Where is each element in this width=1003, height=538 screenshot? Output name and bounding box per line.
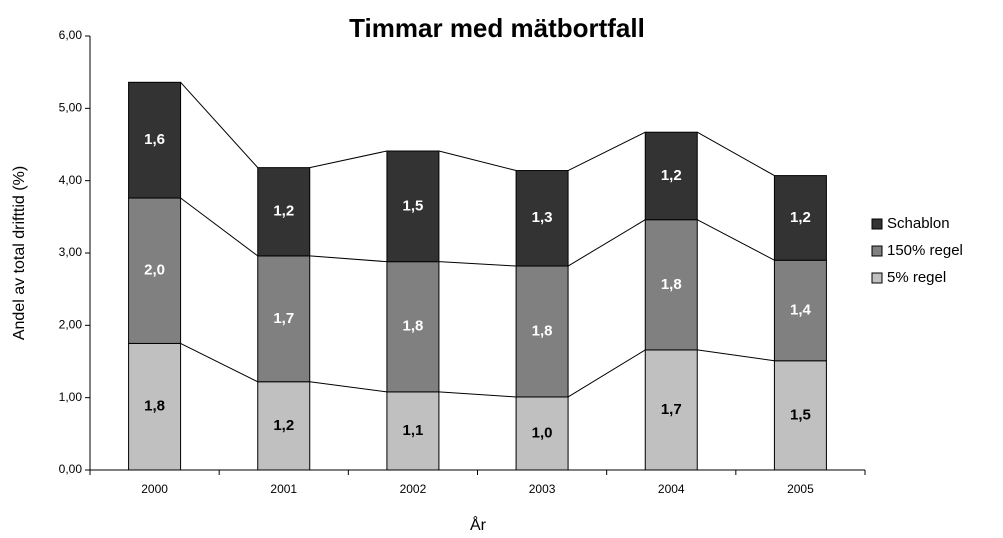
series-line bbox=[309, 150, 388, 169]
data-label: 1,8 bbox=[144, 398, 165, 415]
bar-segment bbox=[644, 219, 698, 351]
bar-segment bbox=[257, 381, 311, 471]
bar-segment bbox=[773, 259, 827, 362]
bar-segment bbox=[128, 81, 182, 199]
data-label: 1,8 bbox=[532, 322, 553, 339]
data-label: 1,0 bbox=[532, 424, 553, 441]
data-label: 1,1 bbox=[402, 422, 423, 439]
data-label: 1,7 bbox=[273, 310, 294, 327]
series-line bbox=[438, 150, 517, 172]
bar-segment bbox=[257, 167, 311, 257]
x-axis-label: År bbox=[470, 515, 487, 534]
data-label: 1,7 bbox=[661, 401, 682, 418]
series-line bbox=[567, 131, 646, 171]
legend-label: Schablon bbox=[887, 215, 950, 232]
y-axis-label: Andel av total drifttid (%) bbox=[11, 166, 28, 340]
y-tick-label: 2,00 bbox=[59, 318, 83, 332]
data-label: 1,8 bbox=[402, 318, 423, 335]
bar-segment bbox=[128, 197, 182, 344]
data-label: 1,4 bbox=[790, 301, 812, 318]
y-tick-label: 3,00 bbox=[59, 245, 83, 259]
legend-label: 150% regel bbox=[887, 242, 963, 259]
series-line bbox=[697, 219, 775, 261]
bar-segment bbox=[128, 342, 182, 471]
data-label: 1,6 bbox=[144, 131, 165, 148]
series-line bbox=[697, 131, 775, 177]
chart-title: Timmar med mätbortfall bbox=[349, 13, 645, 43]
series-line bbox=[567, 219, 646, 267]
y-tick-label: 6,00 bbox=[59, 28, 83, 42]
x-tick-label: 2001 bbox=[270, 482, 297, 496]
series-line bbox=[567, 349, 646, 398]
bar-segment bbox=[257, 255, 311, 383]
series-line bbox=[309, 381, 387, 393]
series-line bbox=[697, 349, 775, 362]
bar-segment bbox=[515, 396, 569, 471]
legend-swatch bbox=[871, 245, 883, 257]
data-label: 1,3 bbox=[532, 209, 553, 226]
y-tick-label: 4,00 bbox=[59, 173, 83, 187]
series-line bbox=[438, 261, 517, 267]
bar-segment bbox=[515, 265, 569, 398]
legend-swatch bbox=[871, 272, 883, 284]
series-line bbox=[309, 255, 387, 263]
y-tick-label: 0,00 bbox=[59, 462, 83, 476]
x-tick-label: 2003 bbox=[529, 482, 556, 496]
data-label: 1,2 bbox=[661, 167, 682, 184]
bar-segment bbox=[773, 360, 827, 471]
bar-segment bbox=[386, 261, 440, 393]
bar-segment bbox=[386, 150, 440, 263]
bar-segment bbox=[644, 349, 698, 471]
series-line bbox=[180, 197, 259, 257]
x-tick-label: 2002 bbox=[400, 482, 427, 496]
legend-swatch bbox=[871, 218, 883, 230]
series-line bbox=[438, 391, 517, 398]
y-tick-label: 1,00 bbox=[59, 390, 83, 404]
x-tick-label: 2005 bbox=[787, 482, 814, 496]
data-label: 1,5 bbox=[790, 406, 811, 423]
data-label: 1,2 bbox=[273, 417, 294, 434]
bar-segment bbox=[644, 131, 698, 221]
data-label: 2,0 bbox=[144, 262, 165, 279]
x-tick-label: 2000 bbox=[141, 482, 168, 496]
legend-label: 5% regel bbox=[887, 269, 946, 286]
bar-segment bbox=[773, 175, 827, 261]
y-tick-label: 5,00 bbox=[59, 101, 83, 115]
series-line bbox=[180, 342, 258, 383]
x-tick-label: 2004 bbox=[658, 482, 685, 496]
bar-segment bbox=[515, 170, 569, 267]
data-label: 1,2 bbox=[273, 203, 294, 220]
data-label: 1,5 bbox=[402, 197, 423, 214]
series-line bbox=[180, 81, 259, 168]
data-label: 1,2 bbox=[790, 209, 811, 226]
data-label: 1,8 bbox=[661, 276, 682, 293]
